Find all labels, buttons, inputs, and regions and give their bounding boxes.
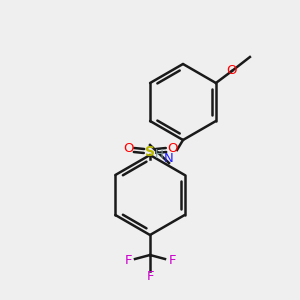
Text: O: O	[167, 142, 177, 155]
Text: F: F	[124, 254, 132, 268]
Text: O: O	[227, 64, 237, 77]
Text: S: S	[145, 145, 155, 159]
Text: H: H	[154, 148, 164, 161]
Text: O: O	[123, 142, 133, 155]
Text: F: F	[146, 271, 154, 284]
Text: F: F	[168, 254, 176, 268]
Text: N: N	[164, 152, 174, 164]
